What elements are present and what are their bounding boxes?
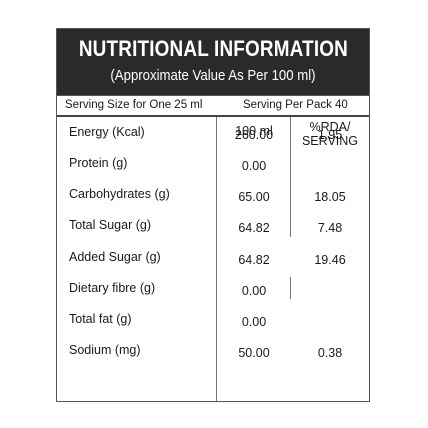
nutrient-label: Sodium (mg) (69, 343, 141, 357)
rda-header-line1: %RDA/ (309, 120, 351, 134)
nutrient-label: Carbohydrates (g) (69, 187, 170, 201)
nutrient-row: Carbohydrates (g) 65.00 18.05 (57, 181, 369, 209)
nutrient-label: Energy (Kcal) (69, 125, 145, 139)
nutrient-value-per-100ml: 0.00 (241, 315, 267, 329)
nutrient-row: Protein (g) 0.00 (57, 150, 369, 178)
servings-per-pack: Serving Per Pack 40 (243, 99, 348, 111)
nutrient-row: Energy (Kcal) 260.00 1.95 (57, 119, 369, 147)
nutrient-value-per-100ml: 50.00 (238, 346, 270, 360)
nutrient-label: Dietary fibre (g) (69, 281, 156, 295)
nutrition-panel: NUTRITIONAL INFORMATION (Approximate Val… (56, 28, 370, 402)
column-divider-right-upper (290, 117, 291, 237)
serving-info-row: Serving Size for One 25 ml Serving Per P… (57, 95, 369, 117)
nutrient-row: Sodium (mg) 50.00 0.38 (57, 337, 369, 365)
nutrient-label: Added Sugar (g) (69, 250, 161, 264)
nutrient-value-per-100ml: 64.82 (238, 253, 270, 267)
rda-header-line2: SERVING (301, 134, 359, 148)
nutrient-row: Total fat (g) 0.00 (57, 306, 369, 334)
column-divider-left (216, 117, 217, 401)
column-divider-right-mid (290, 277, 291, 299)
panel-header: NUTRITIONAL INFORMATION (Approximate Val… (57, 29, 369, 95)
nutrient-row: Dietary fibre (g) 0.00 (57, 275, 369, 303)
panel-subtitle: (Approximate Value As Per 100 ml) (110, 67, 316, 84)
nutrient-label: Total Sugar (g) (69, 218, 151, 232)
nutrient-rda-per-serving: 18.05 (314, 190, 346, 204)
nutrient-rda-per-serving: 19.46 (314, 253, 346, 267)
column-header-rda: %RDA/ SERVING (291, 120, 369, 148)
nutrient-value-per-100ml: 260.00 (234, 128, 274, 142)
panel-title: NUTRITIONAL INFORMATION (78, 36, 349, 61)
nutrient-value-per-100ml: 64.82 (238, 221, 270, 235)
nutrient-value-per-100ml: 0.00 (241, 159, 267, 173)
serving-size: Serving Size for One 25 ml (65, 99, 203, 111)
nutrient-label: Protein (g) (69, 156, 128, 170)
nutrient-rda-per-serving: 7.48 (317, 221, 343, 235)
nutrient-row: Total Sugar (g) 64.82 7.48 (57, 212, 369, 240)
column-header-100ml: 100 ml (235, 124, 273, 138)
nutrient-row: Added Sugar (g) 64.82 19.46 (57, 244, 369, 272)
nutrient-rda-per-serving: 0.38 (317, 346, 343, 360)
nutrient-value-per-100ml: 0.00 (241, 284, 267, 298)
nutrient-label: Total fat (g) (69, 312, 132, 326)
nutrient-rda-per-serving: 1.95 (317, 128, 343, 142)
nutrient-value-per-100ml: 65.00 (238, 190, 270, 204)
